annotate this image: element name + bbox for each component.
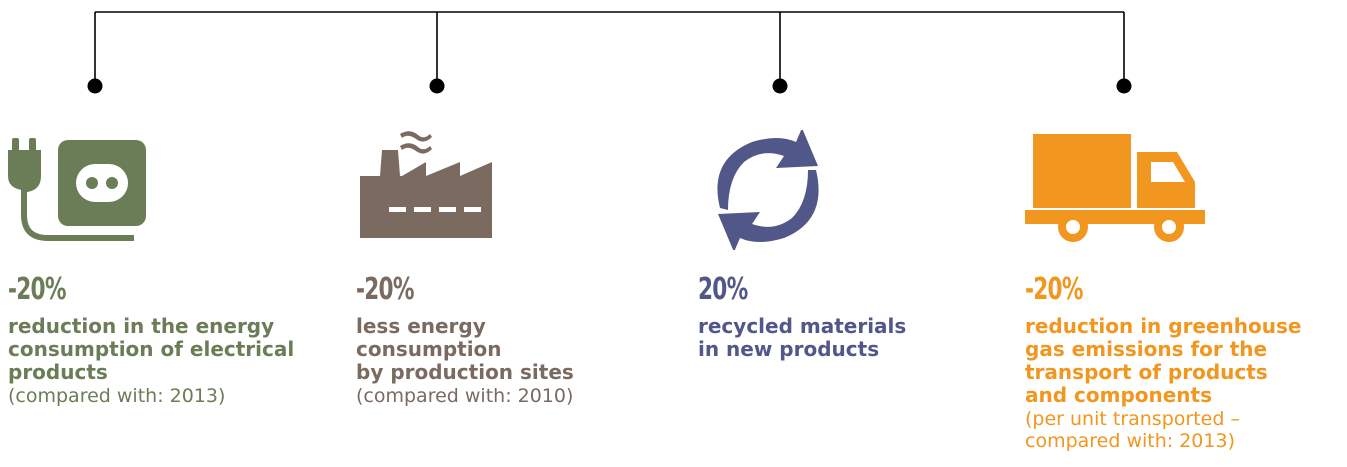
factory-icon: [360, 131, 492, 238]
stat-note: (compared with: 2010): [356, 385, 574, 407]
plug-socket-icon: [8, 138, 146, 241]
stat-value: -20%: [356, 272, 415, 307]
connector-dot-1: [87, 78, 103, 94]
stat-value: -20%: [1025, 272, 1084, 307]
connector-dot-2: [429, 78, 445, 94]
truck-icon: [1025, 134, 1205, 242]
stat-note: (compared with: 2013): [8, 385, 226, 407]
stat-description: reduction in the energy consumption of e…: [8, 314, 295, 384]
connector-lines: [87, 11, 1132, 94]
stat-note: (per unit transported – compared with: 2…: [1025, 408, 1240, 452]
stat-value: -20%: [8, 272, 67, 307]
stat-description: reduction in greenhouse gas emissions fo…: [1025, 314, 1302, 407]
connector-dot-3: [772, 78, 788, 94]
stat-description: less energy consumption by production si…: [356, 314, 574, 384]
stat-description: recycled materials in new products: [698, 314, 907, 361]
connector-dot-4: [1116, 78, 1132, 94]
recycle-arrows-icon: [717, 130, 819, 250]
stat-value: 20%: [698, 272, 748, 307]
